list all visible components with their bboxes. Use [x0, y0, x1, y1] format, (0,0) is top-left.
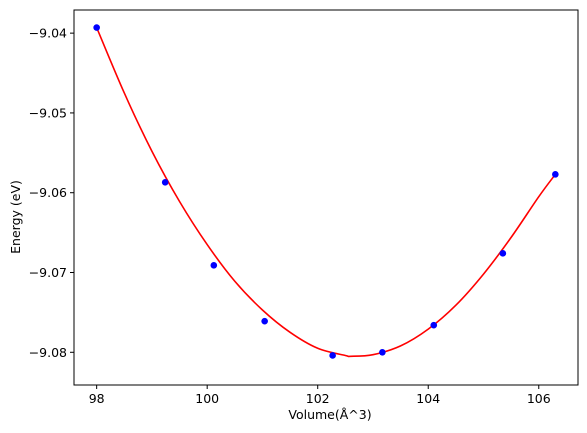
y-tick-label: −9.06 — [29, 185, 67, 200]
x-axis: 98 100 102 104 106 — [89, 385, 551, 406]
axes-frame — [73, 9, 579, 386]
y-tick-label: −9.04 — [29, 26, 67, 41]
data-point — [499, 250, 507, 257]
plot-layer — [93, 24, 559, 359]
data-point — [261, 317, 268, 325]
x-tick-label: 100 — [195, 391, 219, 406]
data-point — [329, 352, 336, 359]
data-point — [93, 24, 100, 31]
x-tick-label: 106 — [527, 391, 551, 406]
x-tick-label: 104 — [416, 391, 440, 406]
y-axis-label: Energy (eV) — [8, 180, 23, 254]
y-axis: −9.04 −9.05 −9.06 −9.07 −9.08 — [29, 26, 74, 360]
data-point — [161, 179, 169, 186]
x-tick-label: 98 — [89, 391, 105, 406]
y-tick-label: −9.05 — [29, 105, 67, 120]
data-point — [552, 171, 559, 178]
y-tick-label: −9.08 — [29, 345, 67, 360]
x-tick-label: 102 — [306, 391, 330, 406]
x-axis-label: Volume(Å^3) — [288, 407, 371, 422]
fit-curve — [95, 27, 556, 358]
y-tick-label: −9.07 — [29, 265, 67, 280]
data-point — [210, 262, 218, 269]
data-point — [430, 321, 438, 329]
data-point — [379, 348, 386, 356]
